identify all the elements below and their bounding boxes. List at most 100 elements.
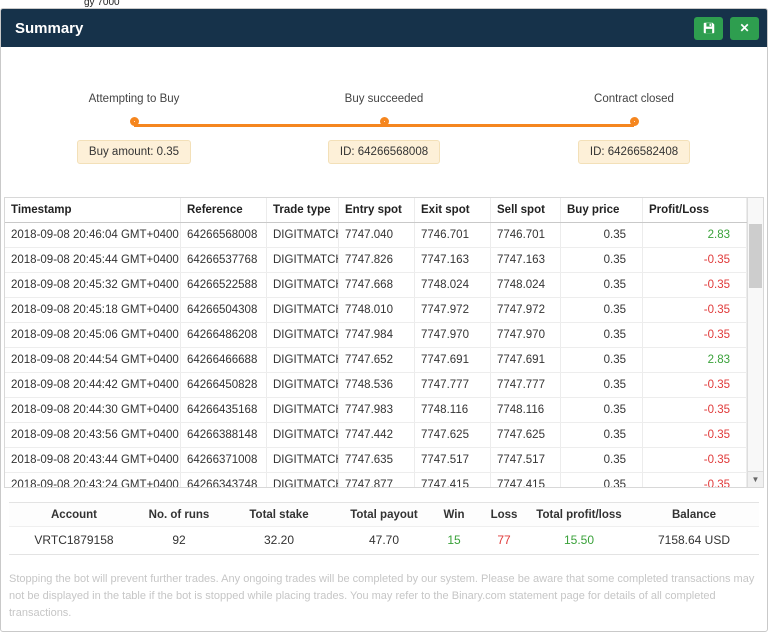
account-summary-table: Account No. of runs Total stake Total pa… — [9, 502, 759, 555]
table-row: 2018-09-08 20:44:54 GMT+0400 64266466688… — [5, 348, 747, 373]
header-trade-type: Trade type — [267, 198, 339, 222]
cell-exit-spot: 7748.024 — [415, 273, 491, 297]
cell-profit-loss: -0.35 — [643, 473, 747, 487]
header-win: Win — [443, 509, 465, 521]
chevron-down-icon: ▼ — [751, 475, 760, 484]
buy-amount-tag: Buy amount: 0.35 — [76, 140, 192, 164]
trades-table-body: 2018-09-08 20:46:04 GMT+0400 64266568008… — [5, 223, 747, 487]
cell-timestamp: 2018-09-08 20:44:42 GMT+0400 — [5, 373, 181, 397]
step-contract-closed: Contract closed ID: 64266582408 — [519, 93, 749, 164]
cell-timestamp: 2018-09-08 20:44:54 GMT+0400 — [5, 348, 181, 372]
table-row: 2018-09-08 20:45:32 GMT+0400 64266522588… — [5, 273, 747, 298]
cell-sell-spot: 7747.163 — [491, 248, 561, 272]
table-row: 2018-09-08 20:43:56 GMT+0400 64266388148… — [5, 423, 747, 448]
cell-reference: 64266504308 — [181, 298, 267, 322]
header-profit-loss: Profit/Loss — [643, 198, 747, 222]
scroll-down-button[interactable]: ▼ — [748, 471, 763, 487]
trades-table: Timestamp Reference Trade type Entry spo… — [4, 197, 764, 488]
table-scrollbar[interactable]: ▼ — [747, 198, 763, 487]
cell-exit-spot: 7746.701 — [415, 223, 491, 247]
cell-trade-type: DIGITMATCH — [267, 298, 339, 322]
dialog-header: Summary ✕ — [1, 9, 767, 47]
cell-profit-loss: -0.35 — [643, 323, 747, 347]
cell-exit-spot: 7748.116 — [415, 398, 491, 422]
cell-trade-type: DIGITMATCH — [267, 398, 339, 422]
cell-exit-spot: 7747.972 — [415, 298, 491, 322]
header-reference: Reference — [181, 198, 267, 222]
cell-entry-spot: 7748.536 — [339, 373, 415, 397]
cell-buy-price: 0.35 — [561, 423, 643, 447]
cell-trade-type: DIGITMATCH — [267, 373, 339, 397]
summary-values-row: VRTC1879158 92 32.20 47.70 15 77 15.50 7… — [9, 527, 759, 554]
value-account: VRTC1879158 — [34, 533, 114, 547]
cell-profit-loss: 2.83 — [643, 223, 747, 247]
stop-bot-warning-note: Stopping the bot will prevent further tr… — [9, 573, 755, 620]
cell-trade-type: DIGITMATCH — [267, 448, 339, 472]
cell-reference: 64266388148 — [181, 423, 267, 447]
value-no-of-runs: 92 — [172, 533, 186, 547]
header-exit-spot: Exit spot — [415, 198, 491, 222]
dialog-title: Summary — [15, 19, 84, 37]
cell-buy-price: 0.35 — [561, 273, 643, 297]
table-row: 2018-09-08 20:43:24 GMT+0400 64266343748… — [5, 473, 747, 487]
value-loss: 77 — [497, 533, 511, 547]
header-no-of-runs: No. of runs — [148, 509, 210, 521]
save-button[interactable] — [694, 16, 723, 40]
cell-sell-spot: 7747.625 — [491, 423, 561, 447]
cell-entry-spot: 7748.010 — [339, 298, 415, 322]
cell-exit-spot: 7747.970 — [415, 323, 491, 347]
header-total-payout: Total payout — [350, 509, 418, 521]
cell-buy-price: 0.35 — [561, 223, 643, 247]
cell-profit-loss: -0.35 — [643, 373, 747, 397]
header-sell-spot: Sell spot — [491, 198, 561, 222]
step-dot-icon — [629, 117, 639, 126]
header-loss: Loss — [490, 509, 518, 521]
cell-reference: 64266450828 — [181, 373, 267, 397]
step-dot-icon — [129, 117, 139, 126]
value-total-payout: 47.70 — [368, 533, 400, 547]
cell-reference: 64266486208 — [181, 323, 267, 347]
step-label: Attempting to Buy — [88, 93, 180, 105]
cell-reference: 64266568008 — [181, 223, 267, 247]
header-total-stake: Total stake — [249, 509, 309, 521]
cell-entry-spot: 7747.635 — [339, 448, 415, 472]
cell-timestamp: 2018-09-08 20:43:44 GMT+0400 — [5, 448, 181, 472]
cell-timestamp: 2018-09-08 20:43:56 GMT+0400 — [5, 423, 181, 447]
cell-buy-price: 0.35 — [561, 348, 643, 372]
cell-entry-spot: 7747.652 — [339, 348, 415, 372]
cell-reference: 64266371008 — [181, 448, 267, 472]
header-total-profit-loss: Total profit/loss — [536, 509, 622, 521]
cell-exit-spot: 7747.415 — [415, 473, 491, 487]
cell-timestamp: 2018-09-08 20:44:30 GMT+0400 — [5, 398, 181, 422]
background-partial-text: gy 7000 — [84, 0, 120, 8]
cell-trade-type: DIGITMATCH — [267, 273, 339, 297]
table-row: 2018-09-08 20:43:44 GMT+0400 64266371008… — [5, 448, 747, 473]
cell-trade-type: DIGITMATCH — [267, 423, 339, 447]
header-timestamp: Timestamp — [5, 198, 181, 222]
cell-exit-spot: 7747.163 — [415, 248, 491, 272]
cell-trade-type: DIGITMATCH — [267, 248, 339, 272]
cell-profit-loss: -0.35 — [643, 448, 747, 472]
cell-profit-loss: -0.35 — [643, 423, 747, 447]
value-balance: 7158.64 USD — [657, 533, 731, 547]
cell-entry-spot: 7747.984 — [339, 323, 415, 347]
step-label: Buy succeeded — [344, 93, 424, 105]
cell-trade-type: DIGITMATCH — [267, 223, 339, 247]
step-buy-succeeded: Buy succeeded ID: 64266568008 — [269, 93, 499, 164]
trades-table-header: Timestamp Reference Trade type Entry spo… — [5, 198, 747, 223]
cell-reference: 64266343748 — [181, 473, 267, 487]
cell-trade-type: DIGITMATCH — [267, 323, 339, 347]
scrollbar-thumb[interactable] — [749, 224, 762, 288]
cell-profit-loss: 2.83 — [643, 348, 747, 372]
summary-dialog: Summary ✕ Attempting to Buy Buy amount: … — [0, 8, 768, 632]
cell-trade-type: DIGITMATCH — [267, 473, 339, 487]
table-row: 2018-09-08 20:45:44 GMT+0400 64266537768… — [5, 248, 747, 273]
step-attempting-to-buy: Attempting to Buy Buy amount: 0.35 — [19, 93, 249, 164]
cell-reference: 64266522588 — [181, 273, 267, 297]
close-button[interactable]: ✕ — [730, 16, 759, 40]
close-icon: ✕ — [739, 21, 750, 35]
cell-entry-spot: 7747.983 — [339, 398, 415, 422]
cell-sell-spot: 7747.970 — [491, 323, 561, 347]
step-label: Contract closed — [594, 93, 674, 105]
cell-reference: 64266466688 — [181, 348, 267, 372]
